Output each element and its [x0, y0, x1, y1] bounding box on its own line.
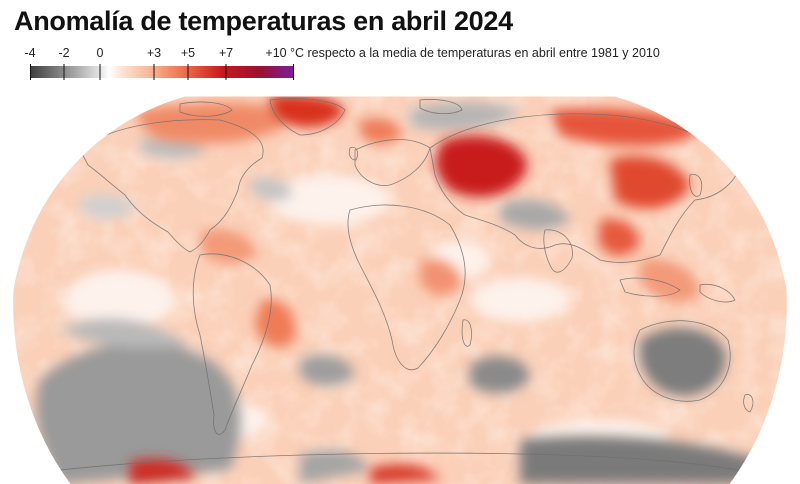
globe-edge [12, 95, 788, 484]
legend-tick-label: +5 [180, 46, 196, 60]
legend-tick-label: -2 [58, 46, 70, 60]
warm-anomaly-areas [130, 96, 700, 484]
legend: -4 -2 0 +3 +5 +7 +10 °C respecto a la me… [14, 46, 774, 86]
legend-tick-label: 0 [96, 46, 104, 60]
legend-tick-label: +10 [265, 46, 287, 60]
legend-gradient-bar [30, 66, 294, 78]
page-title: Anomalía de temperaturas en abril 2024 [14, 6, 513, 36]
legend-tick-label: +7 [218, 46, 234, 60]
legend-tick-label: -4 [24, 46, 36, 60]
coastlines [59, 98, 761, 476]
legend-caption: °C respecto a la media de temperaturas e… [290, 46, 660, 60]
legend-tick-label: +3 [146, 46, 162, 60]
cold-anomaly-areas [36, 102, 760, 484]
legend-colorbar [30, 64, 294, 80]
